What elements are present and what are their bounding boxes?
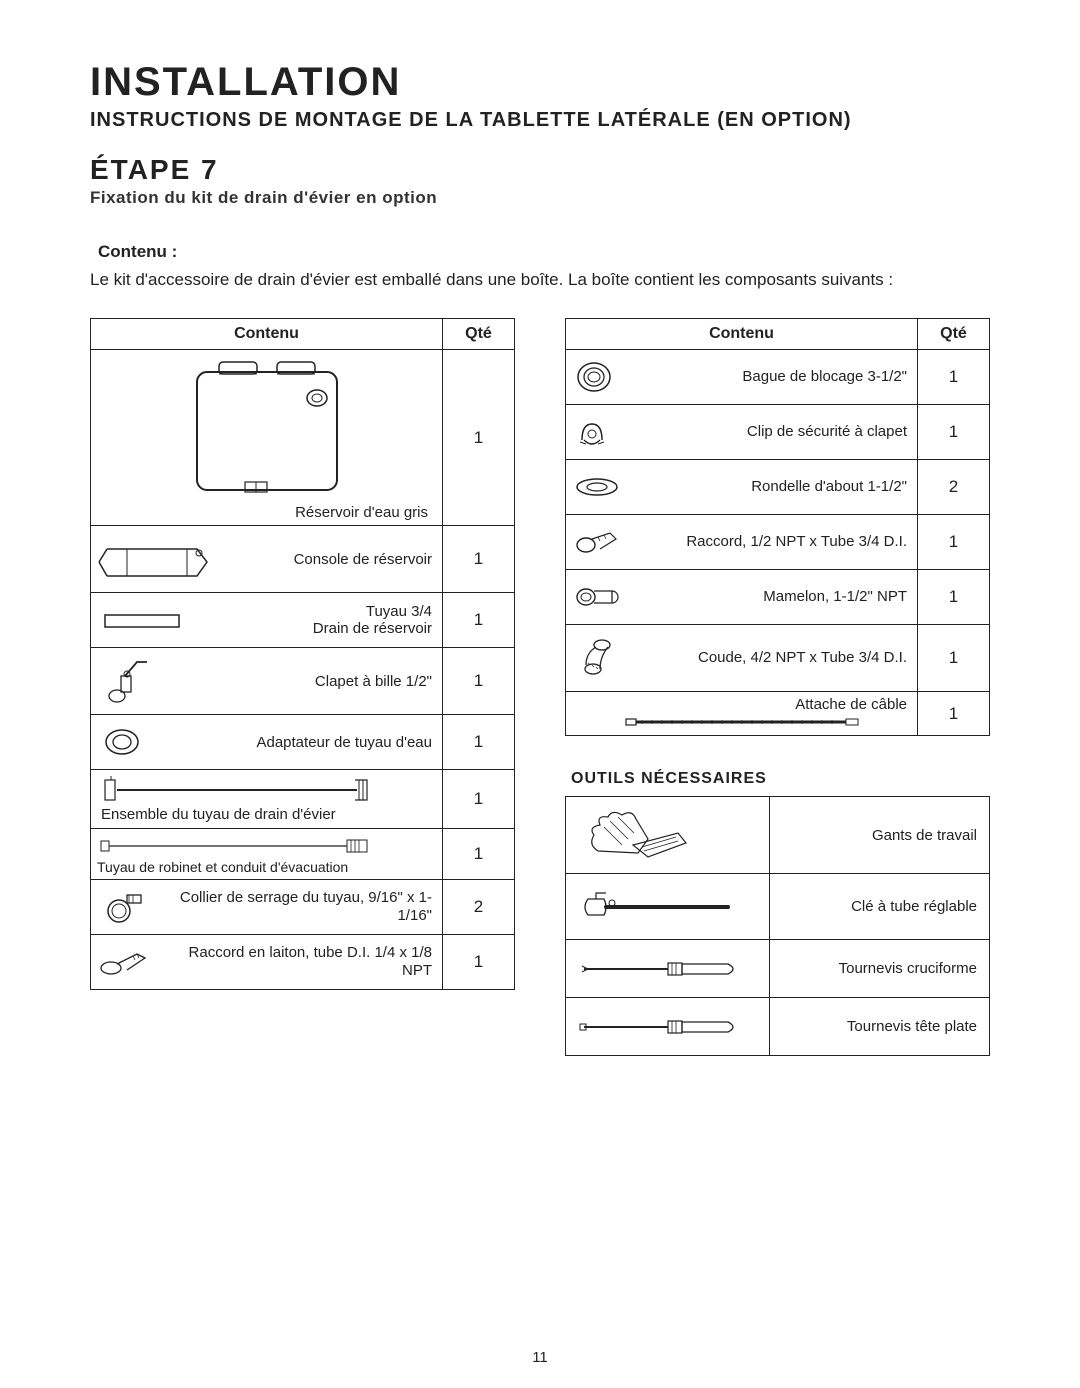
cable-tie-icon xyxy=(572,713,911,731)
tool-label: Tournevis tête plate xyxy=(769,998,989,1056)
page-title: INSTALLATION xyxy=(90,60,990,105)
right-parts-table: Contenu Qté xyxy=(565,318,990,736)
faucet-pipe-icon xyxy=(97,833,436,859)
part-label: Coude, 4/2 NPT x Tube 3/4 D.I. xyxy=(628,649,911,666)
lock-ring-icon xyxy=(572,357,616,397)
table-row: Tournevis cruciforme xyxy=(566,940,990,998)
table-row: Clapet à bille 1/2" 1 xyxy=(91,648,515,715)
part-qty: 1 xyxy=(918,570,990,625)
page-number: 11 xyxy=(0,1349,1080,1366)
document-page: INSTALLATION INSTRUCTIONS DE MONTAGE DE … xyxy=(0,0,1080,1388)
part-label: Raccord, 1/2 NPT x Tube 3/4 D.I. xyxy=(632,533,911,550)
safety-clip-icon xyxy=(572,414,612,450)
table-row: Clé à tube réglable xyxy=(566,874,990,940)
pipe-rect-icon xyxy=(97,605,187,635)
th-content: Contenu xyxy=(91,319,443,350)
elbow-icon xyxy=(572,635,618,681)
table-row: Tournevis tête plate xyxy=(566,998,990,1056)
part-label: Collier de serrage du tuyau, 9/16" x 1-1… xyxy=(157,889,436,924)
table-row: Gants de travail xyxy=(566,797,990,874)
part-qty: 1 xyxy=(443,350,515,526)
table-row: Tuyau 3/4 Drain de réservoir 1 xyxy=(91,593,515,648)
part-qty: 1 xyxy=(918,350,990,405)
part-qty: 1 xyxy=(918,515,990,570)
bracket-icon xyxy=(97,534,217,584)
reservoir-icon xyxy=(167,354,367,504)
part-label: Adaptateur de tuyau d'eau xyxy=(157,734,436,751)
part-label: Ensemble du tuyau de drain d'évier xyxy=(97,806,436,823)
part-label: Bague de blocage 3-1/2" xyxy=(626,368,911,385)
step-description: Fixation du kit de drain d'évier en opti… xyxy=(90,188,990,208)
th-qty: Qté xyxy=(443,319,515,350)
part-qty: 1 xyxy=(443,648,515,715)
tools-table: Gants de travail xyxy=(565,796,990,1056)
part-label: Clip de sécurité à clapet xyxy=(622,423,911,440)
part-qty: 1 xyxy=(443,526,515,593)
part-qty: 1 xyxy=(443,934,515,989)
part-qty: 1 xyxy=(918,625,990,692)
left-parts-table: Contenu Qté xyxy=(90,318,515,990)
table-row: Console de réservoir 1 xyxy=(91,526,515,593)
table-row: Collier de serrage du tuyau, 9/16" x 1-1… xyxy=(91,879,515,934)
part-label: Rondelle d'about 1-1/2" xyxy=(632,478,911,495)
washer-icon xyxy=(572,474,622,500)
part-qty: 2 xyxy=(443,879,515,934)
subtitle: INSTRUCTIONS DE MONTAGE DE LA TABLETTE L… xyxy=(90,109,990,132)
tool-label: Clé à tube réglable xyxy=(769,874,989,940)
table-row: Coude, 4/2 NPT x Tube 3/4 D.I. 1 xyxy=(566,625,990,692)
part-qty: 1 xyxy=(918,405,990,460)
right-column: Contenu Qté xyxy=(565,318,990,1056)
part-qty: 1 xyxy=(918,692,990,736)
part-label: Clapet à bille 1/2" xyxy=(167,673,436,690)
part-qty: 2 xyxy=(918,460,990,515)
nipple-icon xyxy=(572,582,622,612)
part-qty: 1 xyxy=(443,593,515,648)
th-content: Contenu xyxy=(566,319,918,350)
table-row: Réservoir d'eau gris 1 xyxy=(91,350,515,526)
content-columns: Contenu Qté xyxy=(90,318,990,1056)
wrench-icon xyxy=(578,885,757,929)
hose-adapter-icon xyxy=(97,724,147,760)
fitting-icon xyxy=(572,525,622,559)
part-label: Mamelon, 1-1/2" NPT xyxy=(632,588,911,605)
phillips-screwdriver-icon xyxy=(578,958,757,980)
table-row: Ensemble du tuyau de drain d'évier 1 xyxy=(91,770,515,828)
table-row: Adaptateur de tuyau d'eau 1 xyxy=(91,715,515,770)
ball-valve-icon xyxy=(97,656,157,706)
brass-fitting-icon xyxy=(97,946,153,978)
part-qty: 1 xyxy=(443,770,515,828)
part-label: Tuyau de robinet et conduit d'évacuation xyxy=(97,859,436,875)
flathead-screwdriver-icon xyxy=(578,1016,757,1038)
gloves-icon xyxy=(578,805,757,865)
part-label: Console de réservoir xyxy=(227,551,436,568)
part-label: Réservoir d'eau gris xyxy=(97,504,436,521)
left-column: Contenu Qté xyxy=(90,318,515,990)
table-row: Raccord, 1/2 NPT x Tube 3/4 D.I. 1 xyxy=(566,515,990,570)
part-qty: 1 xyxy=(443,715,515,770)
contents-label: Contenu : xyxy=(98,242,990,262)
th-qty: Qté xyxy=(918,319,990,350)
table-row: Bague de blocage 3-1/2" 1 xyxy=(566,350,990,405)
table-row: Tuyau de robinet et conduit d'évacuation… xyxy=(91,828,515,879)
part-label: Raccord en laiton, tube D.I. 1/4 x 1/8 N… xyxy=(163,944,436,979)
hose-clamp-icon xyxy=(97,889,147,925)
part-qty: 1 xyxy=(443,828,515,879)
part-label: Tuyau 3/4 Drain de réservoir xyxy=(197,603,436,638)
step-heading: ÉTAPE 7 xyxy=(90,154,990,186)
tool-label: Gants de travail xyxy=(769,797,989,874)
table-row: Rondelle d'about 1-1/2" 2 xyxy=(566,460,990,515)
tools-heading: OUTILS NÉCESSAIRES xyxy=(571,770,990,788)
table-row: Raccord en laiton, tube D.I. 1/4 x 1/8 N… xyxy=(91,934,515,989)
part-label: Attache de câble xyxy=(572,696,911,713)
intro-text: Le kit d'accessoire de drain d'évier est… xyxy=(90,270,990,290)
table-row: Clip de sécurité à clapet 1 xyxy=(566,405,990,460)
tool-label: Tournevis cruciforme xyxy=(769,940,989,998)
table-row: Mamelon, 1-1/2" NPT 1 xyxy=(566,570,990,625)
table-row: Attache de câble xyxy=(566,692,990,736)
drain-pipe-assembly-icon xyxy=(97,774,436,806)
